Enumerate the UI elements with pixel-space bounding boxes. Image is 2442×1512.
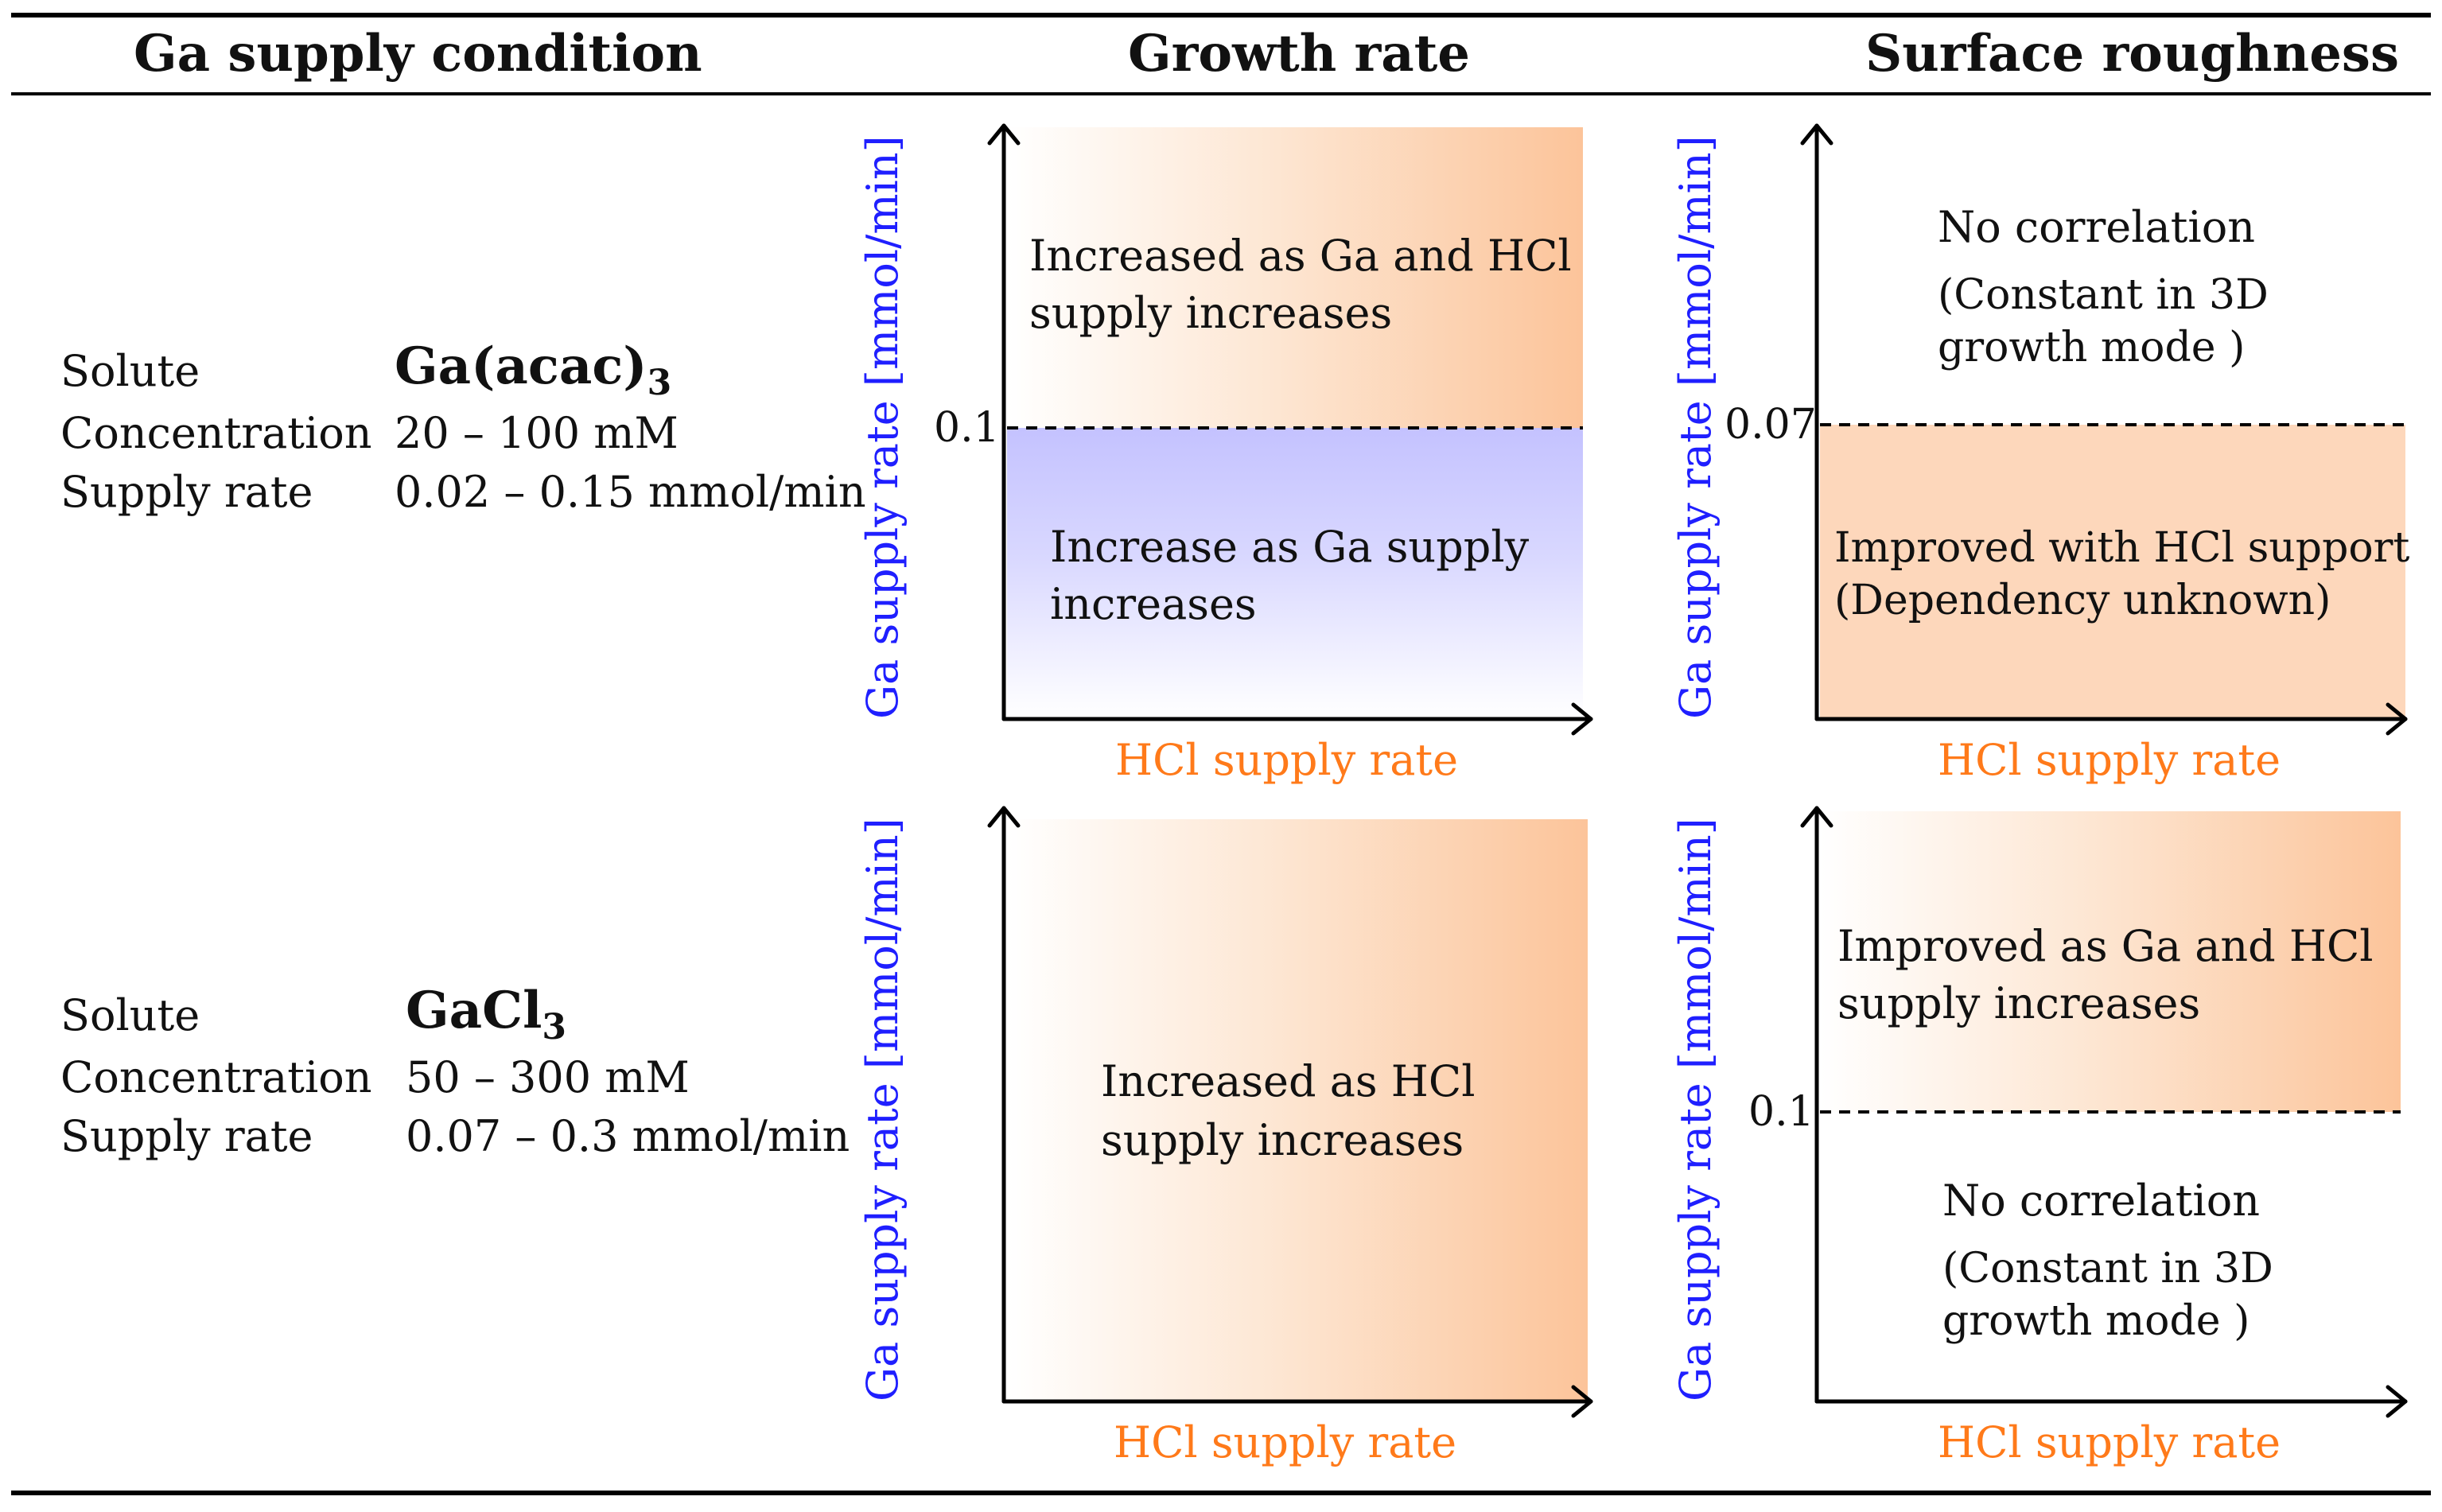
row1-roughness-upper-text-2: (Constant in 3D (1938, 271, 2269, 319)
row2-solute-label: Solute (60, 990, 200, 1040)
row1-supply-label: Supply rate (60, 467, 313, 517)
row2-growth-axes (987, 806, 1593, 1418)
row1-roughness-threshold-tick: 0.07 (1725, 401, 1817, 449)
row2-supply-value: 0.07 – 0.3 mmol/min (406, 1111, 850, 1161)
row2-roughness-lower-text-2: (Constant in 3D (1942, 1245, 2273, 1292)
row1-solute-base: Ga(acac) (395, 336, 647, 396)
row1-solute-label: Solute (60, 346, 200, 396)
row2-roughness-upper-text-2: supply increases (1837, 978, 2201, 1028)
row1-roughness-upper-text-1: No correlation (1938, 202, 2255, 252)
row2-roughness-threshold-tick: 0.1 (1748, 1088, 1814, 1136)
row2-solute-subscript: 3 (542, 1006, 566, 1048)
row2-concentration-label: Concentration (60, 1052, 372, 1102)
row2-growth-text-1: Increased as HCl (1101, 1056, 1476, 1106)
row1-roughness-lower-text-2: (Dependency unknown) (1834, 577, 2331, 624)
row1-growth-axes (987, 123, 1593, 736)
row1-roughness-lower-text-1: Improved with HCl support (1834, 524, 2410, 572)
row1-roughness-lower-region (1820, 425, 2405, 717)
row1-concentration-value: 20 – 100 mM (395, 408, 679, 458)
row2-growth-text-2: supply increases (1101, 1115, 1464, 1165)
bottom-rule (11, 1491, 2431, 1495)
header-surface-roughness: Surface roughness (1865, 24, 2399, 84)
header-ga-supply-condition: Ga supply condition (134, 24, 702, 84)
row2-roughness-lower-text-3: growth mode ) (1942, 1297, 2250, 1345)
header-rule (11, 92, 2431, 95)
row1-growth-lower-text-1: Increase as Ga supply (1050, 522, 1530, 572)
row2-roughness-upper-region (1820, 811, 2401, 1112)
row2-roughness-x-axis-label: HCl supply rate (1938, 1417, 2281, 1467)
row2-roughness-lower-text-1: No correlation (1942, 1176, 2260, 1226)
row1-solute-value: Ga(acac)3 (395, 337, 671, 413)
top-rule (11, 13, 2431, 17)
row1-growth-lower-region (1007, 428, 1583, 717)
row1-roughness-upper-text-3: growth mode ) (1938, 324, 2246, 371)
row1-concentration-label: Concentration (60, 408, 372, 458)
row2-concentration-value: 50 – 300 mM (406, 1052, 690, 1102)
row1-roughness-x-axis-label: HCl supply rate (1938, 735, 2281, 785)
row1-growth-x-axis-label: HCl supply rate (1115, 735, 1459, 785)
row2-supply-label: Supply rate (60, 1111, 313, 1161)
row2-roughness-axes (1800, 806, 2408, 1418)
row1-solute-subscript: 3 (647, 362, 672, 403)
row1-roughness-axes (1800, 123, 2408, 736)
row2-growth-y-axis-label: Ga supply rate [mmol/min] (857, 818, 908, 1401)
row2-roughness-upper-text-1: Improved as Ga and HCl (1837, 921, 2374, 971)
row1-growth-upper-region (1007, 127, 1583, 428)
row2-solute-base: GaCl (406, 981, 542, 1040)
row2-solute-value: GaCl3 (406, 981, 566, 1057)
row1-growth-y-axis-label: Ga supply rate [mmol/min] (857, 135, 908, 719)
header-growth-rate: Growth rate (1128, 24, 1470, 84)
row2-roughness-y-axis-label: Ga supply rate [mmol/min] (1670, 818, 1721, 1401)
row1-supply-value: 0.02 – 0.15 mmol/min (395, 467, 866, 517)
row1-growth-upper-text-1: Increased as Ga and HCl (1029, 231, 1572, 281)
row1-roughness-y-axis-label: Ga supply rate [mmol/min] (1670, 135, 1721, 719)
row1-growth-upper-text-2: supply increases (1029, 288, 1393, 338)
row2-growth-x-axis-label: HCl supply rate (1114, 1417, 1457, 1467)
row2-growth-region (1007, 819, 1588, 1400)
row1-growth-threshold-tick: 0.1 (934, 404, 1000, 452)
row1-growth-lower-text-2: increases (1050, 579, 1257, 629)
